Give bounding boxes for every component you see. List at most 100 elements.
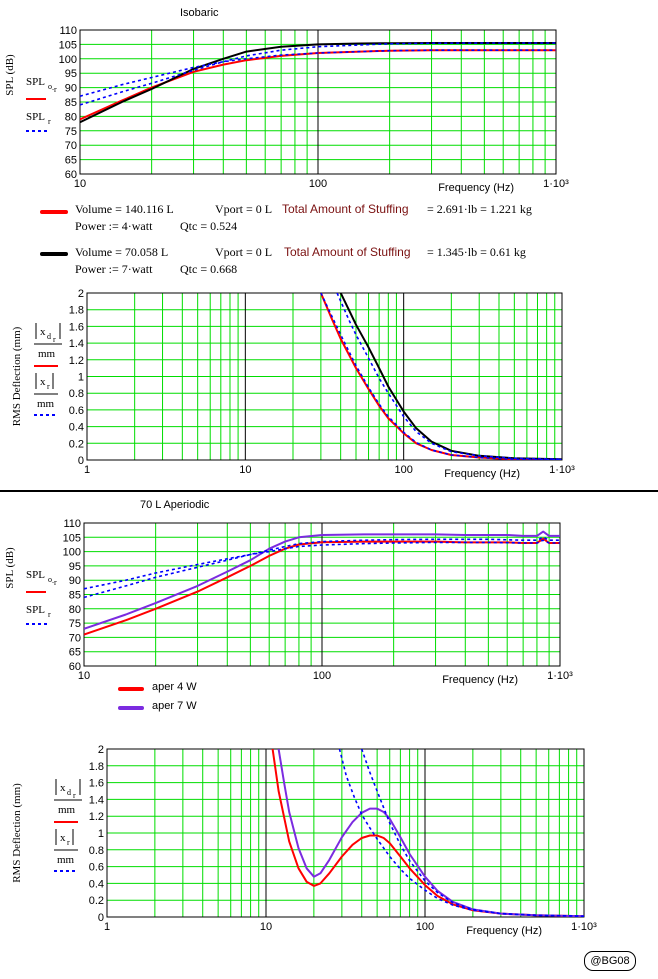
legend-sub-r: r bbox=[73, 791, 76, 800]
y-tick-label: 105 bbox=[59, 39, 77, 51]
stuffing-label-1: Total Amount of Stuffing bbox=[282, 202, 409, 216]
stuffing-value-2: = 1.345·lb = 0.61 kg bbox=[427, 245, 526, 259]
x-tick-label: 100 bbox=[394, 464, 412, 476]
aper-7w-label: aper 7 W bbox=[152, 700, 197, 712]
y-tick-label: 0.6 bbox=[89, 862, 104, 874]
chart-2-group: 60 65 70 75 80 85 90 95 100 105 110 10 100 1·10³ Frequ… bbox=[4, 499, 573, 686]
x-tick-label: 100 bbox=[309, 178, 327, 190]
series-line-0 bbox=[271, 749, 584, 917]
x-tick-label: 1·10³ bbox=[571, 921, 597, 933]
x-tick-label: 100 bbox=[313, 670, 331, 682]
x-tick-label: 100 bbox=[416, 921, 434, 933]
y-axis-label: SPL (dB) bbox=[4, 54, 16, 96]
legend-x-r: x bbox=[60, 832, 66, 844]
y-tick-label: 75 bbox=[69, 618, 81, 630]
chart-1-group: 0 0.2 0.4 0.6 0.8 1 1.2 1.4 1.6 1.8 2 1 10 100 1·10³ Fr… bbox=[11, 288, 575, 480]
y-tick-label: 85 bbox=[65, 97, 77, 109]
legend-sub-r2: r bbox=[47, 382, 50, 391]
y-tick-label: 1.8 bbox=[69, 305, 84, 317]
legend-mm-2: mm bbox=[57, 854, 75, 866]
stuffing-label-2: Total Amount of Stuffing bbox=[284, 245, 411, 259]
y-tick-label: 60 bbox=[65, 169, 77, 181]
aperiodic-deflection-chart: 0 0.2 0.4 0.6 0.8 1 1.2 1.4 1.6 1.8 2 1 10 100 1·10³ Fr… bbox=[11, 744, 597, 937]
volume-70-text: Volume = 70.058 L bbox=[75, 245, 169, 259]
x-axis-label: Frequency (Hz) bbox=[438, 182, 514, 194]
legend-swatch-aper7 bbox=[118, 706, 144, 710]
chart-3-group: 0 0.2 0.4 0.6 0.8 1 1.2 1.4 1.6 1.8 2 1 10 100 1·10³ Fr… bbox=[11, 744, 597, 937]
legend-sub-d: d bbox=[67, 788, 71, 797]
legend-spl-r: SPL bbox=[26, 604, 45, 616]
y-tick-label: 85 bbox=[69, 590, 81, 602]
y-tick-label: 0.2 bbox=[89, 895, 104, 907]
qtc-text-2: Qtc = 0.668 bbox=[180, 262, 238, 276]
x-tick-label: 10 bbox=[239, 464, 251, 476]
power-7-text: Power := 7·watt bbox=[75, 262, 153, 276]
y-tick-label: 0 bbox=[98, 912, 104, 924]
legend-sub-r2: r bbox=[48, 117, 51, 126]
y-tick-label: 95 bbox=[69, 561, 81, 573]
y-tick-label: 90 bbox=[65, 83, 77, 95]
y-axis-label: SPL (dB) bbox=[4, 547, 16, 589]
legend-x-d-r: x bbox=[60, 782, 66, 794]
y-tick-label: 1.4 bbox=[89, 794, 104, 806]
y-tick-label: 0 bbox=[78, 455, 84, 467]
legend-swatch-red bbox=[40, 210, 68, 214]
y-tick-label: 100 bbox=[63, 547, 81, 559]
y-tick-label: 0.4 bbox=[89, 878, 104, 890]
qtc-text-1: Qtc = 0.524 bbox=[180, 219, 238, 233]
series-line-2 bbox=[80, 49, 556, 97]
y-tick-label: 1.4 bbox=[69, 338, 84, 350]
stuffing-value-1: = 2.691·lb = 1.221 kg bbox=[427, 202, 532, 216]
legend-spl-r: SPL bbox=[26, 111, 45, 123]
y-tick-label: 1.6 bbox=[89, 778, 104, 790]
y-axis-label: RMS Deflection (mm) bbox=[11, 783, 23, 883]
legend-sub-o: o bbox=[48, 575, 52, 584]
legend-sub-r: r bbox=[54, 85, 57, 94]
y-tick-label: 1 bbox=[98, 828, 104, 840]
legend-mm-2: mm bbox=[37, 398, 55, 410]
legend-spl-or: SPL bbox=[26, 76, 45, 88]
y-tick-label: 0.6 bbox=[69, 405, 84, 417]
y-tick-label: 0.2 bbox=[69, 438, 84, 450]
x-tick-label: 1·10³ bbox=[547, 670, 573, 682]
y-tick-label: 0.8 bbox=[89, 845, 104, 857]
y-tick-label: 70 bbox=[65, 140, 77, 152]
y-tick-label: 0.8 bbox=[69, 388, 84, 400]
vport-text-1: Vport = 0 L bbox=[215, 202, 273, 216]
y-tick-label: 90 bbox=[69, 575, 81, 587]
series-line-2 bbox=[320, 293, 562, 460]
credit-badge: @BG08 bbox=[584, 951, 636, 971]
legend-swatch-aper4 bbox=[118, 687, 144, 691]
x-tick-label: 1 bbox=[84, 464, 90, 476]
legend-spl-or: SPL bbox=[26, 569, 45, 581]
chart-title: Isobaric bbox=[180, 7, 219, 19]
aperiodic-spl-chart: 60 65 70 75 80 85 90 95 100 105 110 10 100 1·10³ Frequ… bbox=[4, 499, 573, 686]
power-4-text: Power := 4·watt bbox=[75, 219, 153, 233]
y-tick-label: 70 bbox=[69, 632, 81, 644]
series-line-2 bbox=[84, 539, 560, 590]
legend-sub-r: r bbox=[54, 578, 57, 587]
y-tick-label: 0.4 bbox=[69, 422, 84, 434]
chart-0-group: 60 65 70 75 80 85 90 95 100 105 110 10 100 1·10³ Frequ… bbox=[4, 7, 569, 194]
plot-frame bbox=[83, 522, 561, 667]
legend-sub-d: d bbox=[47, 332, 51, 341]
y-tick-label: 2 bbox=[98, 744, 104, 756]
legend-sub-r2: r bbox=[67, 838, 70, 847]
series-line-3 bbox=[80, 42, 556, 106]
legend-x-r: x bbox=[40, 376, 46, 388]
y-tick-label: 95 bbox=[65, 68, 77, 80]
x-tick-label: 10 bbox=[74, 178, 86, 190]
legend-mm: mm bbox=[38, 348, 56, 360]
chart-title: 70 L Aperiodic bbox=[140, 499, 210, 511]
legend-sub-r: r bbox=[53, 335, 56, 344]
series-line-3 bbox=[336, 293, 562, 460]
aper-4w-label: aper 4 W bbox=[152, 681, 197, 693]
y-tick-label: 110 bbox=[63, 518, 81, 530]
y-tick-label: 1 bbox=[78, 372, 84, 384]
series-line-3 bbox=[360, 749, 584, 917]
plot-frame bbox=[86, 292, 563, 461]
